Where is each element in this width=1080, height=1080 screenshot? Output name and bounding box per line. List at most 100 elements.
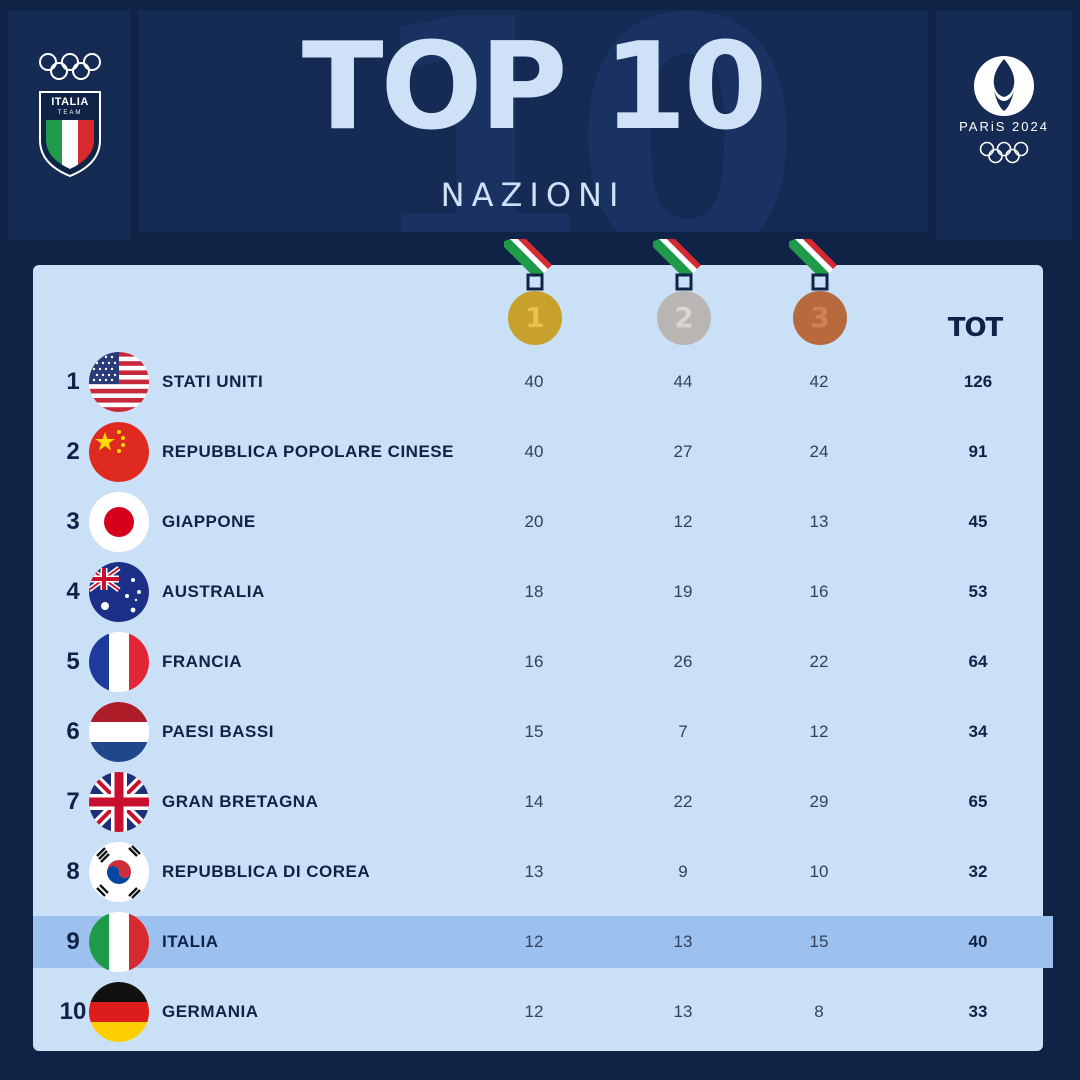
gold-medal-header: 1 [504, 239, 564, 349]
gold-count: 12 [524, 1002, 544, 1021]
center-header-panel: 10 TOP 10 NAZIONI [138, 10, 928, 232]
table-row: 2 REPUBBLICA POPOLARE CINESE 40 27 24 91 [33, 422, 1043, 482]
gold-count: 40 [524, 372, 544, 391]
rank: 5 [66, 648, 80, 675]
country-name: FRANCIA [162, 652, 242, 671]
country-name: ITALIA [162, 932, 219, 951]
silver-medal-header: 2 [653, 239, 713, 349]
right-header-panel [936, 10, 1072, 240]
silver-count: 9 [678, 862, 688, 881]
rank: 6 [66, 718, 80, 745]
ribbon-icon [504, 239, 552, 291]
netherlands-flag-icon [89, 702, 149, 762]
total-count: 64 [968, 652, 988, 671]
total-count: 65 [968, 792, 988, 811]
gold-count: 12 [524, 932, 544, 951]
bronze-count: 42 [809, 372, 829, 391]
rank: 4 [66, 578, 80, 605]
bronze-count: 16 [809, 582, 829, 601]
total-count: 53 [968, 582, 988, 601]
silver-count: 12 [673, 512, 693, 531]
china-flag-icon [89, 422, 149, 482]
gold-count: 16 [524, 652, 544, 671]
bronze-medal-icon: 3 [793, 291, 847, 345]
paris-logo-text: PARiS 2024 [959, 119, 1049, 134]
total-count: 34 [968, 722, 988, 741]
gold-medal-icon: 1 [508, 291, 562, 345]
bronze-count: 8 [814, 1002, 824, 1021]
bronze-count: 15 [809, 932, 829, 951]
silver-count: 44 [673, 372, 693, 391]
bronze-count: 13 [809, 512, 829, 531]
page-title: TOP 10 [301, 18, 768, 157]
japan-flag-icon [89, 492, 149, 552]
table-row: 5 FRANCIA 16 26 22 64 [33, 632, 1043, 692]
korea-flag-icon [89, 842, 149, 902]
australia-flag-icon [89, 562, 149, 622]
tot-column-header: TOT [947, 313, 1004, 343]
gold-count: 20 [524, 512, 544, 531]
total-count: 91 [968, 442, 988, 461]
silver-count: 13 [673, 932, 693, 951]
country-name: AUSTRALIA [162, 582, 265, 601]
rank: 1 [66, 368, 80, 395]
table-row: 3 GIAPPONE 20 12 13 45 [33, 492, 1043, 552]
gold-count: 18 [524, 582, 544, 601]
medal-table: 1 2 3 TOT 1 [33, 239, 1053, 1051]
italia-logo-text: ITALIA [51, 96, 89, 108]
gold-count: 15 [524, 722, 544, 741]
rank: 8 [66, 858, 80, 885]
bronze-medal-header: 3 [789, 239, 849, 349]
rank: 2 [66, 438, 80, 465]
country-name: PAESI BASSI [162, 722, 274, 741]
rank: 3 [66, 508, 80, 535]
country-name: GRAN BRETAGNA [162, 792, 319, 811]
rank: 9 [66, 928, 80, 955]
bronze-count: 12 [809, 722, 829, 741]
shield-icon [39, 91, 101, 178]
germany-flag-icon [89, 982, 149, 1042]
ghost-number: 10 [363, 10, 802, 232]
silver-count: 19 [673, 582, 693, 601]
table-row: 10 GERMANIA 12 13 8 33 [33, 982, 1043, 1042]
italy-flag-icon [89, 912, 149, 972]
paris-flame-icon [974, 56, 1034, 116]
rank: 10 [59, 998, 87, 1025]
bronze-count: 24 [809, 442, 829, 461]
table-row: 8 REPUBBLICA DI COREA 13 9 10 32 [33, 842, 1043, 902]
table-row: 4 AUSTRALIA 18 19 16 53 [33, 562, 1043, 622]
total-count: 32 [968, 862, 988, 881]
page-subtitle: NAZIONI [440, 176, 626, 214]
silver-count: 13 [673, 1002, 693, 1021]
country-name: STATI UNITI [162, 372, 264, 391]
gold-count: 40 [524, 442, 544, 461]
table-row: 7 GRAN BRETAGNA 14 22 29 65 [33, 772, 1043, 832]
country-name: REPUBBLICA POPOLARE CINESE [162, 442, 454, 461]
silver-count: 7 [678, 722, 688, 741]
italia-team-logo: ITALIA TEAM [38, 52, 102, 178]
country-name: GERMANIA [162, 1002, 259, 1021]
total-count: 40 [968, 932, 988, 951]
country-name: GIAPPONE [162, 512, 256, 531]
bronze-count: 29 [809, 792, 829, 811]
usa-flag-icon [89, 352, 149, 412]
total-count: 33 [968, 1002, 988, 1021]
table-row-highlighted: 9 ITALIA 12 13 15 40 [33, 912, 1053, 972]
silver-count: 27 [673, 442, 693, 461]
bronze-count: 10 [809, 862, 829, 881]
total-count: 45 [968, 512, 988, 531]
ribbon-icon [789, 239, 837, 291]
bronze-count: 22 [809, 652, 829, 671]
silver-count: 26 [673, 652, 693, 671]
table-row: 6 PAESI BASSI 15 7 12 34 [33, 702, 1043, 762]
uk-flag-icon [89, 772, 149, 832]
france-flag-icon [89, 632, 149, 692]
table-row: 1 STATI UNITI 40 44 42 126 [33, 352, 1043, 412]
silver-count: 22 [673, 792, 693, 811]
team-logo-text: TEAM [57, 110, 83, 116]
country-name: REPUBBLICA DI COREA [162, 862, 371, 881]
olympic-rings-icon [979, 141, 1029, 164]
total-count: 126 [963, 372, 993, 391]
silver-medal-icon: 2 [657, 291, 711, 345]
gold-count: 14 [524, 792, 544, 811]
